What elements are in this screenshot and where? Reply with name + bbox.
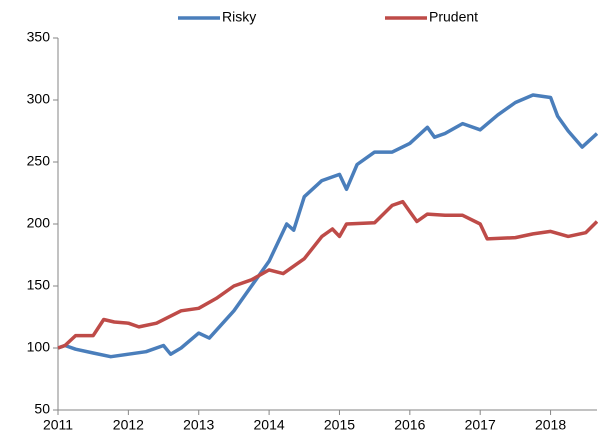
line [57,199,598,350]
x-tick-label: 2014 [254,417,285,433]
y-tick-label: 100 [27,339,51,355]
x-tick-label: 2013 [183,417,214,433]
x-tick-label: 2017 [465,417,496,433]
x-tick-label: 2011 [43,417,73,433]
y-tick-label: 250 [27,153,51,169]
y-tick-label: 150 [27,277,51,293]
line [57,93,598,359]
y-tick-label: 200 [27,215,51,231]
legend-label: Prudent [429,9,478,25]
legend-label: Risky [222,9,256,25]
x-tick-label: 2012 [113,417,144,433]
x-tick-label: 2015 [324,417,355,433]
x-tick-label: 2018 [535,417,566,433]
y-tick-label: 50 [34,401,50,417]
y-tick-label: 300 [27,91,51,107]
y-tick-label: 350 [27,29,51,45]
x-tick-label: 2016 [394,417,425,433]
